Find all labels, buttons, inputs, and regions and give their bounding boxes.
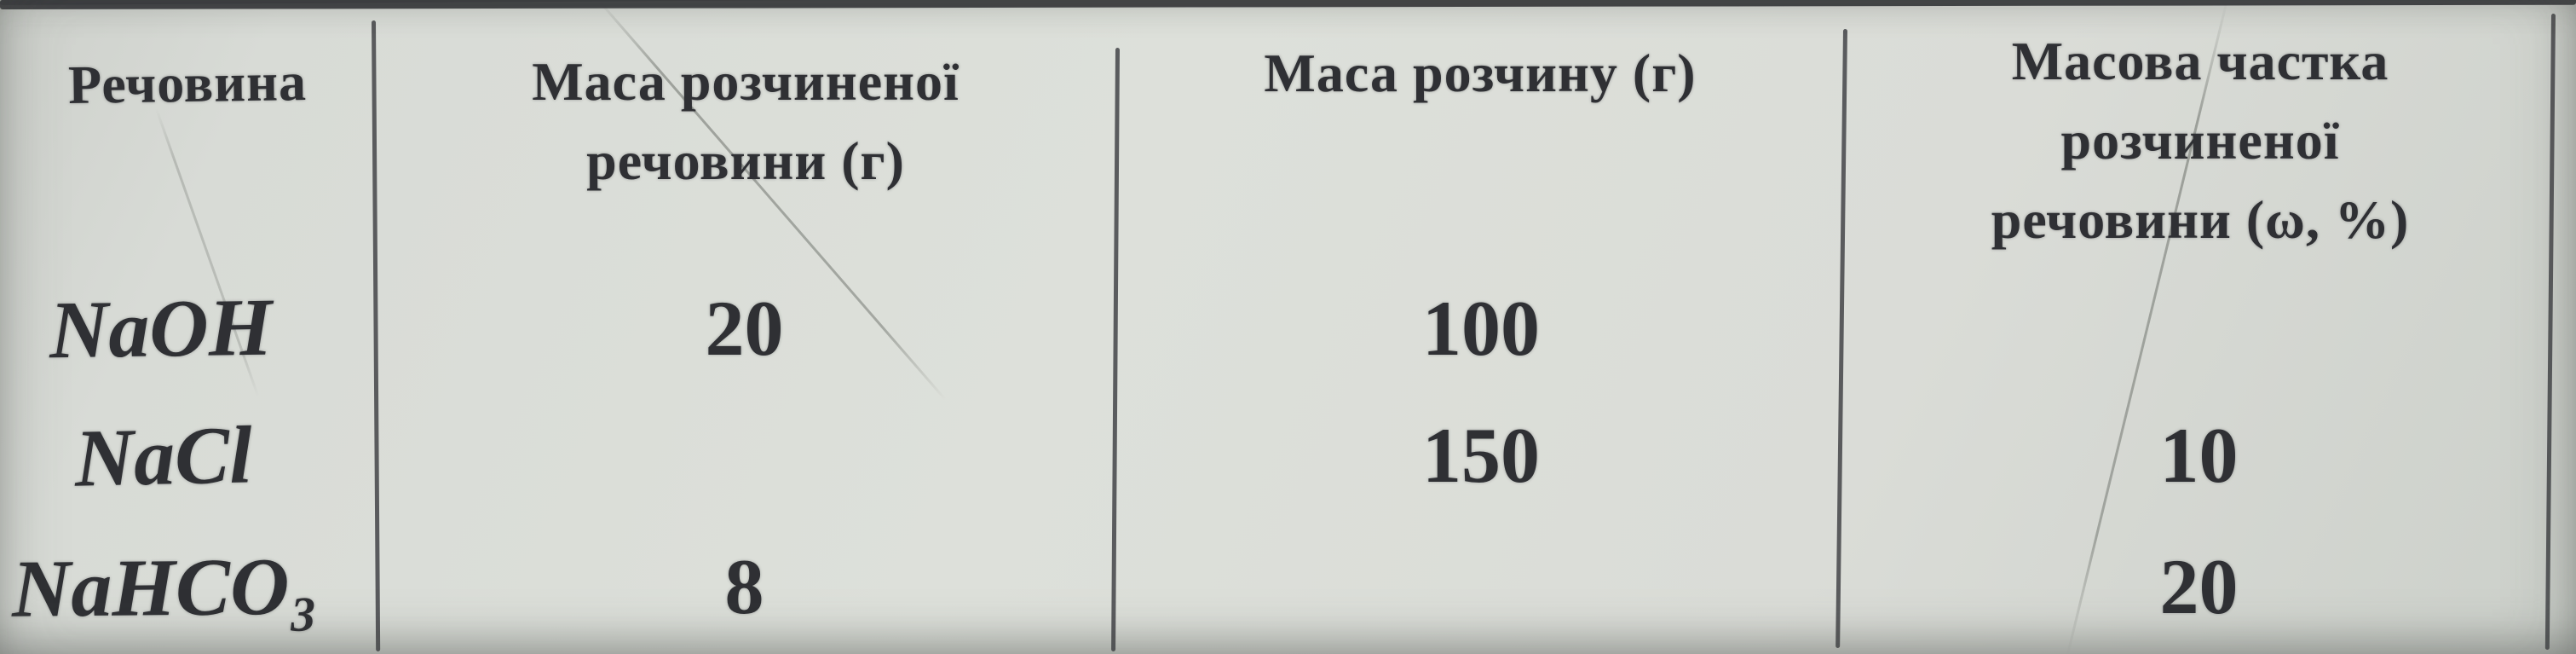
cell-row3-mass-fraction: 20: [2159, 543, 2239, 630]
cell-row3-solution-mass: [1116, 534, 1846, 640]
cell-row3-substance: NaHCO₃: [11, 540, 319, 634]
cell-row1-solution-mass: 100: [1422, 284, 1540, 372]
table-border-bottom: [0, 0, 2576, 9]
header-label-solution-mass: Маса розчину (г): [1264, 43, 1697, 103]
cell-row1-mass-fraction: [1846, 258, 2552, 397]
cell-row3-solute-mass: 8: [724, 543, 764, 630]
header-cell-solute-mass: Маса розчиненої речовини (г): [375, 43, 1116, 201]
cell-row2-solution-mass: 150: [1422, 412, 1540, 499]
header-label-substance: Речовина: [67, 51, 308, 115]
header-label-mass-fraction: Масова частка розчиненої речовини (ω, %): [1991, 31, 2410, 250]
cell-row2-solute-mass: [372, 398, 1116, 533]
header-label-solute-mass: Маса розчиненої речовини (г): [532, 51, 960, 191]
header-cell-mass-fraction: Масова частка розчиненої речовини (ω, %): [1847, 22, 2553, 259]
header-cell-substance: Речовина: [0, 42, 376, 126]
cell-row1-substance: NaOH: [49, 281, 274, 376]
cell-row2-substance: NaCl: [73, 408, 253, 504]
header-cell-solution-mass: Маса розчину (г): [1118, 34, 1842, 113]
cell-row1-solute-mass: 20: [705, 284, 784, 372]
cell-row2-mass-fraction: 10: [2159, 412, 2239, 499]
